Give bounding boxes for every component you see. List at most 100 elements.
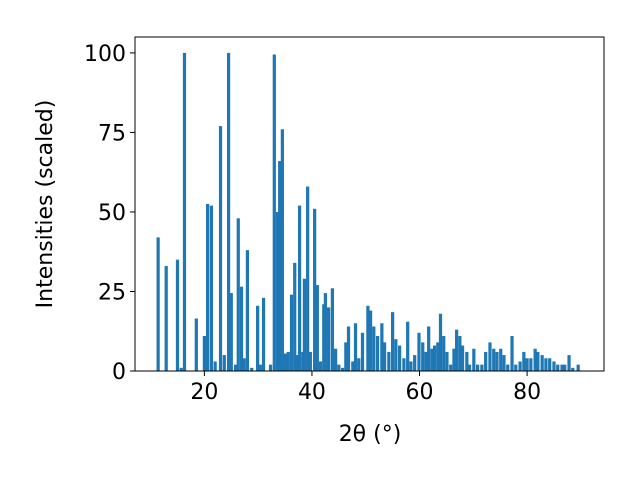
y-axis-label: Intensities (scaled) <box>33 100 58 309</box>
bar <box>280 129 284 371</box>
bar <box>413 355 417 371</box>
x-tick-label: 40 <box>298 380 326 405</box>
y-tick-label: 0 <box>112 360 126 385</box>
bar <box>398 345 402 371</box>
bar <box>406 321 410 371</box>
bar <box>571 367 575 371</box>
bar <box>529 358 533 371</box>
bar <box>256 305 260 371</box>
bar <box>202 336 206 371</box>
bar <box>205 204 210 371</box>
bar <box>182 52 187 372</box>
x-axis-label: 2θ (°) <box>339 422 402 447</box>
bar <box>156 237 160 371</box>
bar <box>394 339 398 371</box>
bar <box>302 278 307 371</box>
bar <box>467 364 472 371</box>
bar <box>402 358 406 371</box>
bar <box>424 351 428 371</box>
bar <box>261 297 266 371</box>
bar <box>544 358 548 371</box>
bar <box>533 348 537 371</box>
bar <box>327 307 331 371</box>
bar <box>218 126 223 371</box>
bar <box>275 211 280 371</box>
bar <box>318 361 323 371</box>
bar <box>432 345 437 371</box>
bar <box>258 364 262 371</box>
x-tick-label: 20 <box>190 380 218 405</box>
bar <box>421 342 425 371</box>
bar <box>164 266 168 371</box>
bar <box>213 361 217 371</box>
bar <box>233 364 238 371</box>
bar <box>438 313 443 371</box>
bar <box>427 326 431 371</box>
bar <box>518 361 522 371</box>
bar <box>308 351 312 371</box>
bar <box>488 342 492 371</box>
plot-frame <box>134 36 605 372</box>
bar <box>460 345 465 371</box>
bar <box>239 286 244 371</box>
bar <box>250 367 254 371</box>
bar <box>229 293 233 371</box>
bar <box>323 293 328 371</box>
bar <box>391 312 395 371</box>
bar <box>576 364 580 371</box>
bar <box>514 364 518 371</box>
bar <box>417 332 421 371</box>
bar <box>495 351 499 371</box>
bar <box>289 294 294 371</box>
bar <box>452 348 456 371</box>
bar <box>502 355 506 371</box>
y-tick-label: 25 <box>98 280 126 305</box>
bar <box>387 351 391 371</box>
bar <box>268 364 273 371</box>
bar <box>194 318 198 371</box>
bar <box>337 364 341 371</box>
bar <box>334 348 338 371</box>
bar <box>306 186 310 371</box>
bar <box>548 358 552 371</box>
bar <box>567 355 571 371</box>
bar <box>409 361 413 371</box>
bar <box>442 336 446 371</box>
bar <box>366 305 370 371</box>
y-tick-label: 75 <box>98 121 126 146</box>
bar <box>380 323 384 371</box>
bar <box>242 358 246 371</box>
bar <box>449 364 453 371</box>
bar <box>455 329 459 371</box>
bar <box>245 250 250 371</box>
bar <box>465 351 469 371</box>
bar <box>272 54 276 371</box>
bar <box>313 208 317 371</box>
bar <box>499 348 503 371</box>
bar <box>436 342 440 371</box>
bar <box>375 336 380 371</box>
bar <box>315 285 319 371</box>
y-tick-label: 100 <box>84 42 126 67</box>
bar <box>430 348 434 371</box>
bar <box>346 326 351 371</box>
bar <box>525 358 529 371</box>
bar <box>492 348 496 371</box>
bar <box>472 348 476 371</box>
bar <box>283 353 288 371</box>
bar <box>540 355 544 371</box>
bar <box>209 205 213 371</box>
bar <box>382 342 387 371</box>
bar <box>556 364 560 371</box>
bar <box>368 310 373 371</box>
bar <box>179 367 183 371</box>
bar <box>330 288 335 371</box>
bar <box>536 351 540 371</box>
bar <box>360 332 365 371</box>
bar <box>175 259 180 371</box>
bar <box>522 351 526 371</box>
bar <box>458 336 462 371</box>
bar <box>278 161 282 371</box>
bar <box>344 342 348 371</box>
